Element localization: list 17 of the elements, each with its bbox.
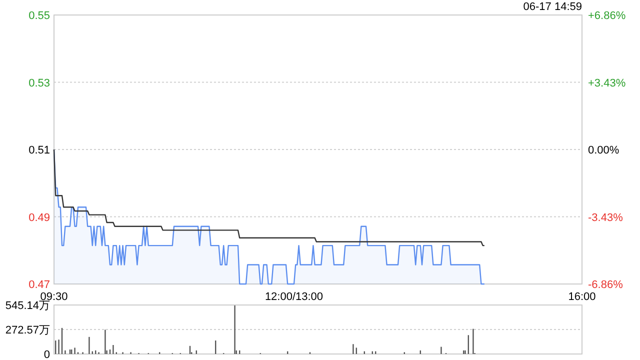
line-series bbox=[53, 148, 485, 246]
x-tick-label: 12:00/13:00 bbox=[264, 291, 324, 303]
x-tick-label: 16:00 bbox=[568, 291, 596, 303]
text: 06-17 14:59 bbox=[523, 1, 582, 13]
y2-tick-label: +6.86% bbox=[588, 10, 626, 22]
y-tick-label: 0.49 bbox=[28, 212, 50, 224]
y2-tick-label: -6.86% bbox=[588, 279, 624, 291]
y2-tick-label: +3.43% bbox=[588, 77, 626, 90]
y2-tick-label: 0.00% bbox=[588, 144, 620, 156]
y-tick-label: 0.55 bbox=[28, 10, 50, 22]
y-tick-label: 272.57万 bbox=[5, 324, 50, 336]
y2-tick-label: -3.43% bbox=[588, 212, 624, 224]
y-tick-label: 545.14万 bbox=[5, 300, 50, 312]
y-tick-label: 0 bbox=[44, 349, 50, 360]
y-tick-label: 0.53 bbox=[28, 77, 50, 90]
y-tick-label: 0.51 bbox=[28, 144, 50, 156]
y-tick-label: 0.47 bbox=[28, 279, 50, 291]
